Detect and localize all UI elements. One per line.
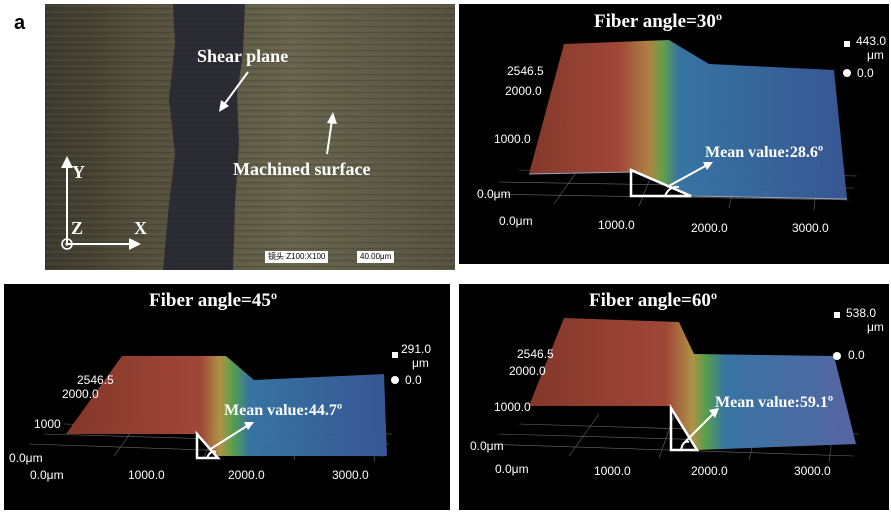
x-tick: 3000.0 [792, 221, 829, 235]
mean-value-label: Mean value:28.6º [705, 144, 824, 161]
panel-title: Fiber angle=60º [589, 290, 718, 311]
surface-profile-3d [28, 352, 399, 463]
z-tick: 1000.0 [494, 132, 531, 146]
micrograph-panel: Shear plane Machined surface Y Z X 镜头 Z1… [45, 4, 455, 270]
scale-top-value: 538.0 [846, 306, 877, 320]
z-tick: 2546.5 [507, 64, 544, 78]
panel-title: Fiber angle=30º [594, 11, 723, 32]
profile-panel-c: Fiber angle=45º 291.0 μm 0.0 2546.5 2000… [4, 284, 450, 510]
x-tick: 3000.0 [332, 468, 369, 482]
shear-plane-label: Shear plane [197, 46, 289, 66]
x-tick: 0.0μm [495, 462, 529, 476]
z-tick: 0.0μm [470, 439, 504, 453]
profile-panel-d: Fiber angle=60º 538.0 μm 0.0 2546.5 2000… [459, 284, 889, 510]
info-bar: 镜头 Z100:X100 [265, 251, 329, 263]
z-tick: 0.0μm [477, 187, 511, 201]
x-tick: 1000.0 [594, 464, 631, 478]
z-tick: 2000.0 [62, 387, 99, 401]
micrograph-image [45, 4, 455, 270]
scale-zero-value: 0.0 [405, 373, 422, 387]
z-tick: 1000.0 [494, 400, 531, 414]
scale-bar: 40.00μm [357, 251, 395, 263]
panel-title: Fiber angle=45º [149, 290, 278, 311]
x-tick: 0.0μm [30, 468, 64, 482]
x-tick: 2000.0 [228, 468, 265, 482]
shear-band [163, 4, 245, 270]
z-tick: 0.0μm [9, 451, 43, 465]
x-tick: 1000.0 [128, 468, 165, 482]
z-tick: 1000 [34, 417, 61, 431]
panel-letter-a: a [14, 12, 26, 34]
x-tick: 1000.0 [598, 218, 635, 232]
surface-profile-3d [478, 40, 858, 211]
x-tick: 0.0μm [499, 214, 533, 228]
x-tick: 2000.0 [691, 464, 728, 478]
axis-x-label: X [134, 218, 147, 238]
z-tick: 2000.0 [505, 84, 542, 98]
scale-top-value: 443.0 [856, 34, 887, 48]
axis-y-label: Y [72, 162, 85, 182]
mean-value-label: Mean value:44.7º [224, 402, 343, 419]
machined-surface-label: Machined surface [233, 159, 371, 179]
profile-panel-b: Fiber angle=30º 443.0 μm 0.0 2546.5 2000… [459, 4, 889, 264]
surface-profile-3d [483, 312, 860, 463]
axis-z-label: Z [71, 218, 84, 238]
z-tick: 2546.5 [77, 373, 114, 387]
x-tick: 3000.0 [794, 464, 831, 478]
scale-unit: μm [412, 356, 429, 370]
scale-zero-value: 0.0 [857, 66, 874, 80]
scale-top-value: 291.0 [401, 342, 432, 356]
scale-unit: μm [867, 48, 884, 62]
mean-value-label: Mean value:59.1º [715, 394, 834, 411]
scale-unit: μm [867, 320, 884, 334]
x-tick: 2000.0 [691, 221, 728, 235]
z-tick: 2000.0 [509, 364, 546, 378]
z-tick: 2546.5 [517, 347, 554, 361]
scale-zero-value: 0.0 [848, 348, 865, 362]
